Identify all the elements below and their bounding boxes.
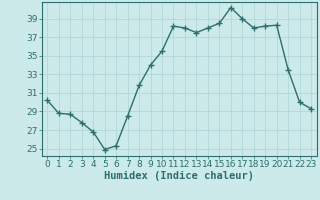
X-axis label: Humidex (Indice chaleur): Humidex (Indice chaleur) bbox=[104, 171, 254, 181]
